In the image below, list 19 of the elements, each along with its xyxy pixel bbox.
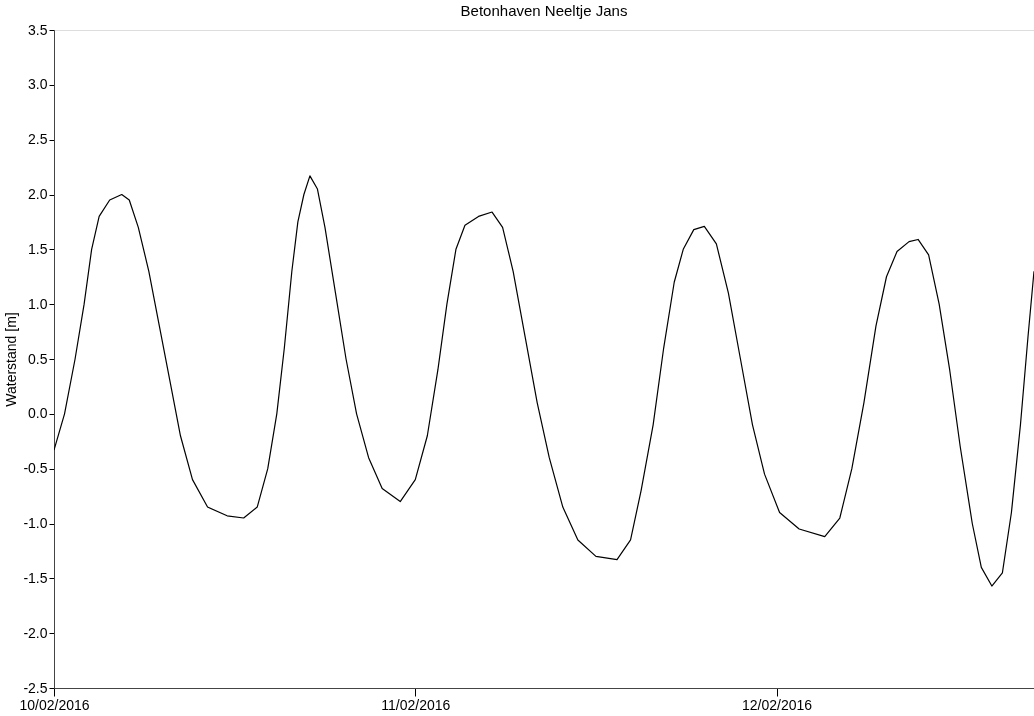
y-tick-label: -2.0	[23, 624, 48, 641]
y-tick-label: 2.0	[28, 186, 48, 202]
line-series	[54, 175, 1034, 587]
x-tick-label: 11/02/2016	[381, 696, 451, 713]
chart-title: Betonhaven Neeltje Jans	[460, 2, 628, 19]
x-tick-label: 12/02/2016	[742, 696, 813, 713]
x-tick-label: 10/02/2016	[19, 696, 90, 713]
y-tick-label: 3.0	[28, 76, 48, 93]
y-tick-label: -0.5	[23, 460, 48, 477]
y-tick-label: 2.5	[28, 131, 48, 148]
y-tick-label: 0.0	[28, 405, 48, 422]
y-tick-label: 3.5	[28, 21, 48, 38]
y-tick-label: -1.0	[23, 515, 48, 531]
y-tick-label: -2.5	[23, 679, 48, 696]
y-tick-label: 1.0	[28, 295, 48, 312]
y-axis-title: Waterstand [m]	[3, 312, 20, 407]
y-tick-label: -1.5	[23, 569, 48, 586]
y-tick-label: 0.5	[28, 350, 48, 367]
y-tick-label: 1.5	[28, 240, 48, 257]
